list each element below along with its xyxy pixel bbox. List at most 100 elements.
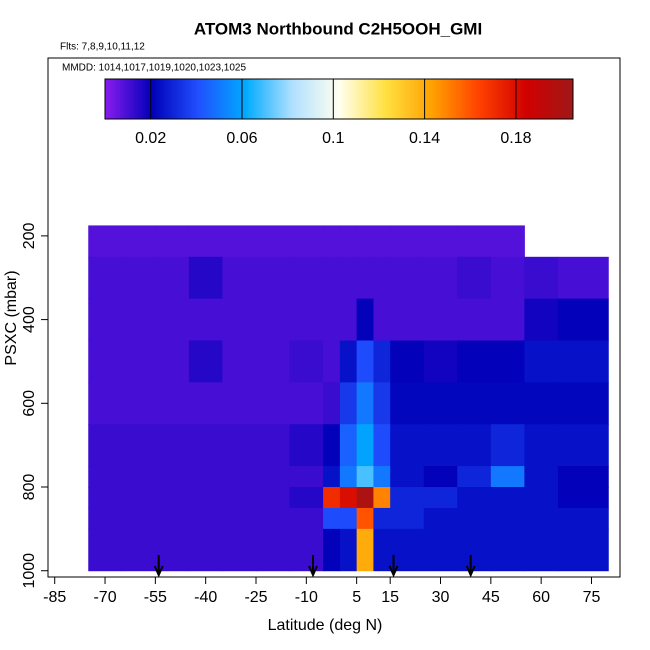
y-tick-label: 400 (21, 306, 38, 333)
heatmap-cell (155, 225, 190, 258)
plot-frame (47, 57, 621, 578)
heatmap-cell (121, 382, 156, 425)
heatmap-cell (155, 424, 190, 467)
heatmap-cell (457, 424, 492, 467)
heatmap-cell (88, 507, 123, 530)
heatmap-cell (373, 528, 391, 572)
arrow (465, 555, 476, 578)
y-tick-label: 600 (21, 390, 38, 417)
heatmap-cell (88, 487, 123, 509)
heatmap-cell (356, 225, 374, 258)
heatmap-cell (289, 466, 324, 488)
chart-title: ATOM3 Northbound C2H5OOH_GMI (194, 19, 482, 38)
heatmap-cell (524, 424, 559, 467)
heatmap-cell (373, 225, 391, 258)
heatmap-cell (524, 487, 559, 509)
heatmap-cell (557, 340, 609, 383)
heatmap-cell (423, 225, 458, 258)
heatmap-cell (339, 487, 358, 509)
heatmap-cell (423, 487, 458, 509)
x-tick-label: -25 (244, 589, 267, 606)
heatmap-cell (390, 487, 425, 509)
heatmap-cell (88, 528, 123, 572)
x-tick-label: -85 (43, 589, 66, 606)
heatmap-cell (373, 298, 391, 342)
heatmap-cell (339, 507, 358, 530)
heatmap-cell (256, 256, 291, 300)
heatmap-cell (323, 424, 341, 467)
heatmap-cell (88, 340, 123, 383)
heatmap-cell (88, 424, 123, 467)
heatmap-cell (373, 424, 391, 467)
x-tick-label: 60 (532, 589, 550, 606)
heatmap-cell (155, 382, 190, 425)
heatmap-cell (155, 298, 190, 342)
heatmap-cell (356, 340, 374, 383)
heatmap-cell (256, 340, 291, 383)
heatmap-cell (121, 225, 156, 258)
heatmap-cell (373, 507, 391, 530)
subtitle: Flts: 7,8,9,10,11,12 (60, 42, 145, 53)
heatmap-cell (490, 340, 525, 383)
heatmap-cell (188, 298, 223, 342)
colorbar-tick-label: 0.1 (322, 130, 344, 147)
heatmap-cell (323, 487, 341, 509)
heatmap-cell (256, 424, 291, 467)
heatmap-cell (323, 382, 341, 425)
heatmap-cell (88, 466, 123, 488)
heatmap-cell (524, 382, 559, 425)
heatmap-cell (155, 256, 190, 300)
y-axis-label: PSXC (mbar) (3, 270, 20, 365)
heatmap-cell (490, 225, 525, 258)
heatmap-cell (222, 256, 257, 300)
colorbar (104, 78, 574, 120)
heatmap-cell (356, 382, 374, 425)
heatmap-cell (88, 225, 123, 258)
heatmap-cell (490, 424, 525, 467)
heatmap-cell (155, 340, 190, 383)
heatmap-cell (373, 466, 391, 488)
heatmap-cell (155, 507, 190, 530)
heatmap-cell (524, 340, 559, 383)
colorbar-tick-label: 0.18 (500, 130, 531, 147)
heatmap-cell (323, 340, 341, 383)
heatmap-cell (557, 382, 609, 425)
heatmap-cell (323, 466, 341, 488)
heatmap-cell (222, 507, 257, 530)
heatmap-cell (222, 528, 257, 572)
heatmap-cell (323, 256, 341, 300)
x-tick-label: 15 (381, 589, 399, 606)
heatmap-cell (256, 466, 291, 488)
heatmap-cell (356, 487, 374, 509)
heatmap-cell (457, 225, 492, 258)
heatmap-cell (289, 256, 324, 300)
arrow (308, 555, 318, 578)
heatmap-cell (121, 424, 156, 467)
heatmap-cell (289, 225, 324, 258)
heatmap-cell (524, 528, 559, 572)
heatmap-cell (524, 256, 559, 300)
heatmap-cell (289, 507, 324, 530)
heatmap-cell (356, 528, 374, 572)
heatmap-cell (373, 256, 391, 300)
heatmap-cell (524, 298, 559, 342)
heatmap-cell (356, 424, 374, 467)
heatmap-cell (490, 256, 525, 300)
heatmap-cell (222, 225, 257, 258)
heatmap-cell (289, 424, 324, 467)
heatmap-cell (557, 424, 609, 467)
heatmap-cell (339, 466, 358, 488)
y-tick-label: 800 (21, 474, 38, 501)
heatmap-cell (490, 528, 525, 572)
heatmap-cell (188, 528, 223, 572)
arrow (388, 555, 399, 578)
heatmap-cell (323, 528, 341, 572)
x-tick-label: 75 (583, 589, 601, 606)
heatmap-cell (390, 340, 425, 383)
heatmap-cell (423, 528, 458, 572)
heatmap-cell (323, 507, 341, 530)
heatmap-cell (155, 528, 190, 572)
x-tick-label: -40 (194, 589, 217, 606)
y-tick-label: 1000 (21, 553, 38, 589)
heatmap-cell (557, 507, 609, 530)
